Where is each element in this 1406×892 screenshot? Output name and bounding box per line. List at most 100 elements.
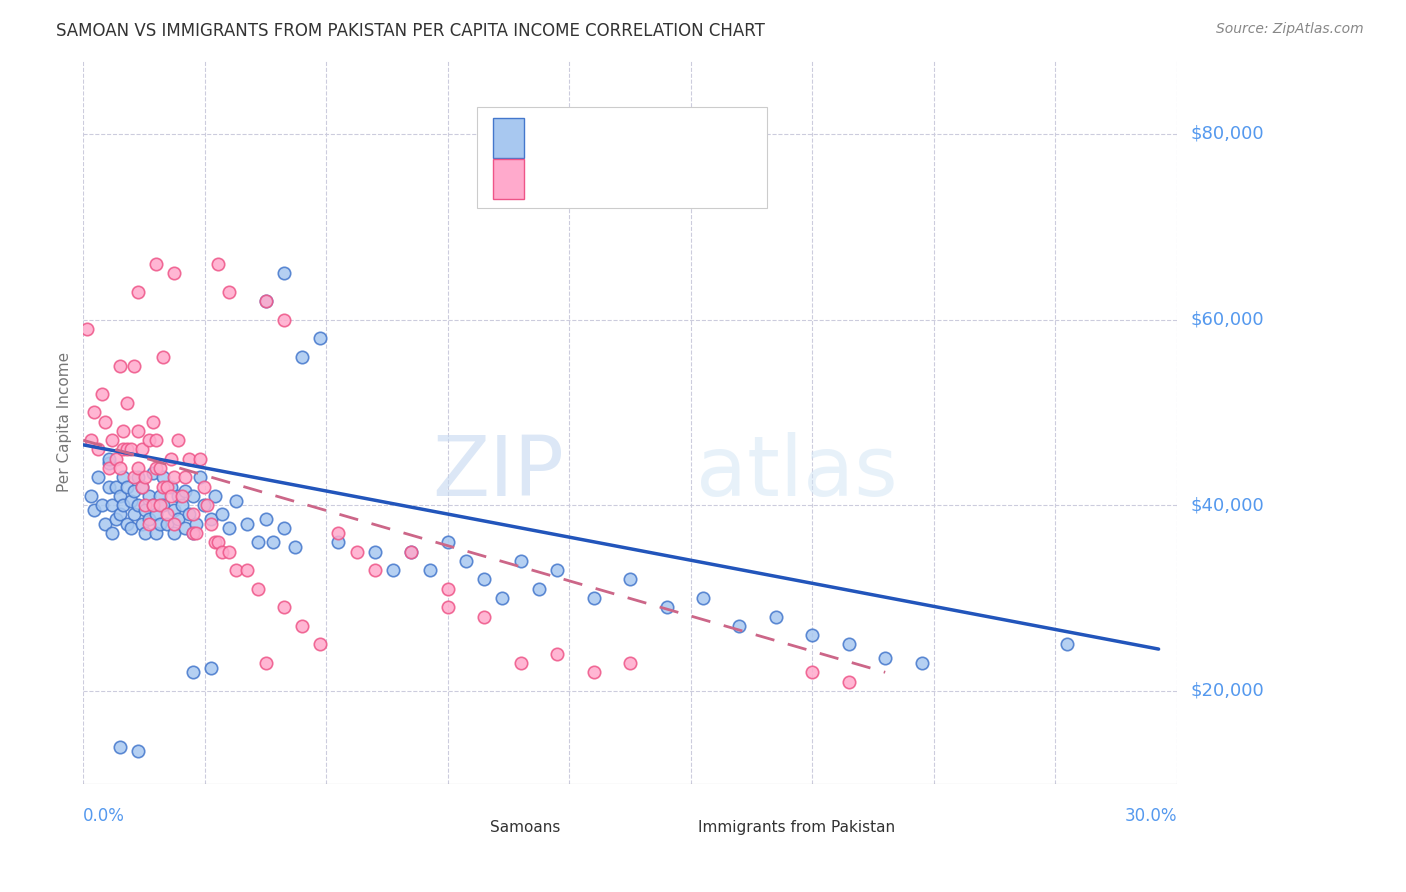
Point bbox=[195, 498, 218, 512]
Point bbox=[309, 637, 332, 651]
Point bbox=[211, 508, 233, 522]
Point bbox=[200, 516, 222, 531]
Point bbox=[112, 424, 135, 438]
Point bbox=[254, 512, 277, 526]
Point bbox=[131, 442, 153, 457]
Point bbox=[127, 424, 149, 438]
FancyBboxPatch shape bbox=[658, 813, 690, 842]
Point bbox=[218, 521, 240, 535]
Point bbox=[108, 461, 131, 475]
Point bbox=[218, 285, 240, 299]
Text: SAMOAN VS IMMIGRANTS FROM PAKISTAN PER CAPITA INCOME CORRELATION CHART: SAMOAN VS IMMIGRANTS FROM PAKISTAN PER C… bbox=[56, 22, 765, 40]
Text: N =: N = bbox=[650, 170, 697, 188]
Point bbox=[149, 489, 172, 503]
Point bbox=[167, 512, 190, 526]
Point bbox=[509, 656, 531, 670]
Point bbox=[436, 535, 458, 549]
Point bbox=[177, 451, 200, 466]
Point bbox=[177, 508, 200, 522]
Point bbox=[131, 480, 153, 494]
Point bbox=[186, 516, 208, 531]
Point bbox=[112, 498, 135, 512]
Point bbox=[97, 457, 120, 471]
Point bbox=[273, 266, 295, 280]
Point bbox=[619, 573, 641, 587]
Point bbox=[152, 470, 174, 484]
Point bbox=[309, 331, 332, 345]
Point bbox=[364, 544, 387, 558]
Point bbox=[134, 503, 156, 517]
Text: $60,000: $60,000 bbox=[1191, 310, 1264, 328]
Point bbox=[765, 609, 787, 624]
Point bbox=[101, 434, 124, 448]
Point bbox=[509, 554, 531, 568]
Point bbox=[801, 665, 824, 680]
Point bbox=[105, 480, 128, 494]
Point bbox=[254, 293, 277, 308]
Point bbox=[141, 498, 163, 512]
Point bbox=[149, 461, 172, 475]
Point bbox=[193, 480, 215, 494]
Point bbox=[79, 434, 101, 448]
Text: R =: R = bbox=[534, 128, 571, 147]
Y-axis label: Per Capita Income: Per Capita Income bbox=[58, 351, 72, 491]
Point bbox=[131, 480, 153, 494]
Point bbox=[174, 470, 197, 484]
Point bbox=[127, 470, 149, 484]
Point bbox=[163, 503, 186, 517]
Point bbox=[170, 489, 193, 503]
Point bbox=[156, 516, 179, 531]
Point bbox=[115, 480, 138, 494]
Point bbox=[163, 266, 186, 280]
Point bbox=[204, 535, 226, 549]
FancyBboxPatch shape bbox=[477, 107, 766, 208]
Point bbox=[382, 563, 405, 577]
Point bbox=[163, 526, 186, 541]
Point bbox=[87, 470, 110, 484]
Point bbox=[105, 451, 128, 466]
Point bbox=[582, 591, 605, 605]
Text: $80,000: $80,000 bbox=[1191, 125, 1264, 143]
Point bbox=[838, 674, 860, 689]
Text: 30.0%: 30.0% bbox=[1125, 807, 1177, 825]
Point bbox=[401, 544, 423, 558]
Point bbox=[141, 466, 163, 480]
Point bbox=[127, 744, 149, 758]
Point bbox=[124, 470, 146, 484]
Point bbox=[247, 535, 270, 549]
FancyBboxPatch shape bbox=[494, 118, 524, 158]
Point bbox=[619, 656, 641, 670]
Point bbox=[112, 442, 135, 457]
Point bbox=[207, 257, 229, 271]
Text: 0.0%: 0.0% bbox=[83, 807, 125, 825]
Text: $20,000: $20,000 bbox=[1191, 681, 1264, 700]
Point bbox=[138, 489, 160, 503]
Point bbox=[225, 563, 247, 577]
Text: Source: ZipAtlas.com: Source: ZipAtlas.com bbox=[1216, 22, 1364, 37]
Point bbox=[141, 498, 163, 512]
Point bbox=[838, 637, 860, 651]
Point bbox=[174, 521, 197, 535]
Point bbox=[79, 489, 101, 503]
Point bbox=[120, 521, 142, 535]
Point bbox=[145, 257, 167, 271]
Point bbox=[401, 544, 423, 558]
Point bbox=[655, 600, 678, 615]
Point bbox=[181, 508, 204, 522]
Point bbox=[159, 480, 181, 494]
Point bbox=[108, 359, 131, 373]
Point bbox=[112, 470, 135, 484]
Text: N =: N = bbox=[650, 128, 697, 147]
Point bbox=[236, 563, 259, 577]
Point bbox=[97, 480, 120, 494]
Point bbox=[254, 293, 277, 308]
Point bbox=[582, 665, 605, 680]
Text: R =: R = bbox=[534, 170, 571, 188]
Point bbox=[188, 470, 211, 484]
Point bbox=[167, 489, 190, 503]
Point bbox=[149, 516, 172, 531]
Point bbox=[124, 508, 146, 522]
Point bbox=[134, 498, 156, 512]
Point bbox=[159, 489, 181, 503]
Point bbox=[124, 359, 146, 373]
